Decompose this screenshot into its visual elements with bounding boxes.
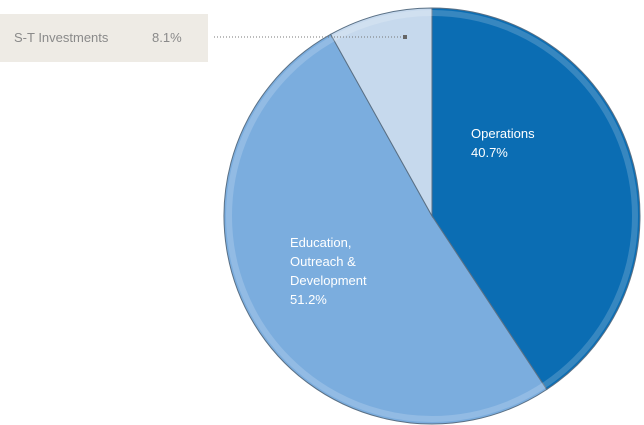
slice-label: Education, Outreach & Development 51.2% (290, 233, 385, 309)
pie-rim (226, 10, 638, 422)
value-label: 8.1% (152, 30, 182, 45)
value-label: 40.7% (471, 145, 508, 160)
category-label: Education, Outreach & Development (290, 235, 367, 288)
value-label: 51.2% (290, 292, 327, 307)
category-label: Operations (471, 126, 535, 141)
category-label: S-T Investments (14, 30, 109, 45)
callout-box: S-T Investments 8.1% (0, 14, 208, 62)
pie-slice (223, 33, 548, 425)
slice-label: Operations 40.7% (471, 124, 571, 162)
pie-slice (329, 7, 433, 218)
leader-dot (403, 35, 407, 39)
